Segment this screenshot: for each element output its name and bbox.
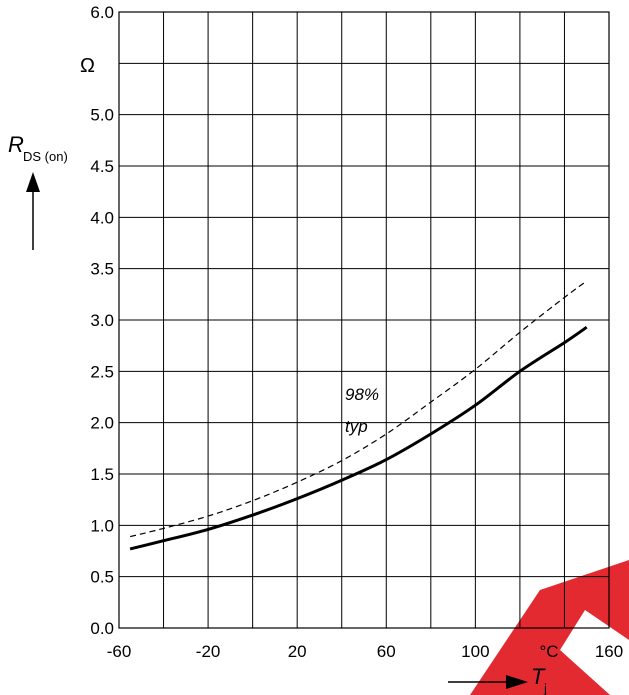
y-tick-label: 2.0 — [90, 414, 114, 433]
y-tick-label: 0.5 — [90, 568, 114, 587]
plot-border — [118, 11, 610, 629]
series-label-typ: typ — [345, 417, 368, 436]
x-axis-label: T j — [531, 664, 547, 695]
series-label-98: 98% — [345, 385, 379, 404]
y-tick-label: 4.5 — [90, 157, 114, 176]
x-axis-label-sub: j — [543, 681, 547, 695]
y-axis-label-sub: DS (on) — [23, 149, 68, 164]
plot-frame — [118, 11, 610, 629]
x-unit-label: °C — [539, 642, 558, 661]
series-line-typ — [129, 325, 588, 551]
y-tick-label: 0.0 — [90, 619, 114, 638]
y-tick-label: 3.5 — [90, 260, 114, 279]
grid — [119, 12, 609, 628]
y-tick-label: 5.0 — [90, 106, 114, 125]
y-axis-label: R DS (on) — [8, 132, 68, 164]
y-tick-label: 3.0 — [90, 311, 114, 330]
x-tick-labels: -60 -20 20 60 100 160 — [107, 642, 623, 661]
x-tick-label: 60 — [377, 642, 396, 661]
y-axis-label-main: R — [8, 132, 24, 157]
y-tick-labels: 0.0 0.5 1.0 1.5 2.0 2.5 3.0 3.5 4.0 4.5 5.0 6.0 — [90, 3, 114, 638]
x-tick-label: -60 — [107, 642, 132, 661]
y-tick-label: 1.0 — [90, 516, 114, 535]
x-axis-arrow — [448, 675, 528, 689]
y-unit-label: Ω — [80, 55, 95, 77]
x-tick-label: 160 — [595, 642, 623, 661]
x-tick-label: 20 — [288, 642, 307, 661]
y-axis-arrow — [26, 172, 40, 250]
series-line-98-percent — [129, 280, 588, 538]
series-group — [129, 280, 588, 551]
x-axis-label-main: T — [531, 664, 546, 689]
y-tick-label: 4.0 — [90, 208, 114, 227]
x-tick-label: 100 — [461, 642, 489, 661]
x-tick-label: -20 — [196, 642, 221, 661]
y-tick-label: 6.0 — [90, 3, 114, 22]
y-tick-label: 1.5 — [90, 465, 114, 484]
y-tick-label: 2.5 — [90, 362, 114, 381]
